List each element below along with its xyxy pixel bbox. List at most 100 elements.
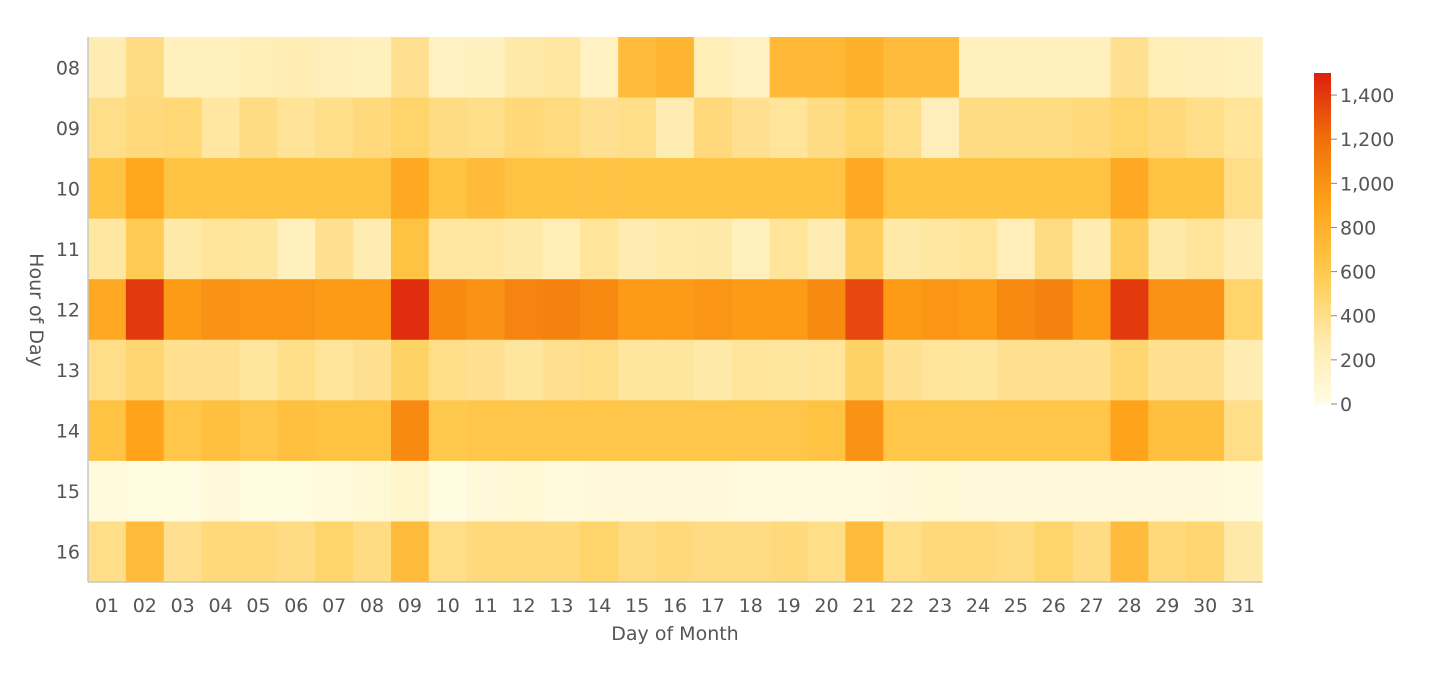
x-tick-label: 06 <box>284 595 308 617</box>
colorbar-tick-label: 0 <box>1340 394 1352 416</box>
heatmap-cell <box>959 97 998 159</box>
heatmap-cell <box>845 521 884 583</box>
heatmap-cell <box>769 37 809 99</box>
heatmap-cell <box>1148 158 1187 220</box>
x-tick-label: 08 <box>360 595 384 617</box>
heatmap-cell <box>618 339 657 401</box>
heatmap-cell <box>656 460 695 523</box>
heatmap-cell <box>656 339 695 401</box>
heatmap-cell <box>618 97 657 159</box>
heatmap-cell <box>959 279 998 341</box>
heatmap-cell <box>883 97 922 159</box>
heatmap-cell <box>921 521 960 583</box>
heatmap-cell <box>996 97 1036 159</box>
heatmap-cell <box>428 400 468 462</box>
colorbar-ticks: 0 200 400 600 800 1,000 1,200 1,400 <box>1331 85 1394 416</box>
heatmap-cell <box>656 279 695 341</box>
heatmap-cell <box>163 218 203 280</box>
heatmap-cell <box>1072 339 1112 401</box>
heatmap-cell <box>580 400 619 462</box>
heatmap-cell <box>542 460 581 523</box>
heatmap-cell <box>921 37 960 99</box>
colorbar-tick-label: 800 <box>1340 217 1376 239</box>
heatmap-cell <box>1186 37 1225 99</box>
heatmap-cell <box>390 158 430 220</box>
heatmap-cell <box>845 339 884 401</box>
heatmap-cell <box>1072 97 1112 159</box>
heatmap-cell <box>277 158 316 220</box>
heatmap-cell <box>201 400 241 462</box>
heatmap-cell <box>239 97 278 159</box>
heatmap-cell <box>807 218 847 280</box>
heatmap-cell <box>466 158 506 220</box>
heatmap-cell <box>618 521 657 583</box>
y-axis-title: Hour of Day <box>25 253 47 367</box>
x-tick-label: 26 <box>1042 595 1066 617</box>
heatmap-cell <box>996 521 1036 583</box>
heatmap-cell <box>428 279 468 341</box>
heatmap-cell <box>769 400 809 462</box>
heatmap-cell <box>201 279 241 341</box>
heatmap-cell <box>1186 400 1225 462</box>
heatmap-cell <box>1186 218 1225 280</box>
heatmap-cell <box>731 460 771 523</box>
heatmap-cell <box>731 218 771 280</box>
heatmap-cell <box>353 339 392 401</box>
heatmap-cell <box>1224 37 1263 99</box>
heatmap-cell <box>693 339 733 401</box>
heatmap-cell <box>921 460 960 523</box>
x-tick-label: 30 <box>1193 595 1217 617</box>
heatmap-cell <box>390 37 430 99</box>
heatmap-cell <box>959 521 998 583</box>
heatmap-cell <box>580 37 619 99</box>
heatmap-cell <box>201 37 241 99</box>
heatmap-cell <box>1072 218 1112 280</box>
heatmap-cell <box>656 400 695 462</box>
heatmap-cell <box>921 97 960 159</box>
heatmap-cell <box>845 37 884 99</box>
y-tick-label: 10 <box>56 178 80 200</box>
heatmap-cell <box>428 158 468 220</box>
heatmap-cells <box>88 37 1263 583</box>
heatmap-cell <box>580 279 619 341</box>
heatmap-cell <box>1224 400 1263 462</box>
heatmap-cell <box>201 218 241 280</box>
heatmap-cell <box>618 279 657 341</box>
y-tick-label: 14 <box>56 421 80 443</box>
heatmap-cell <box>504 158 544 220</box>
heatmap-cell <box>1186 460 1225 523</box>
heatmap-cell <box>315 218 354 280</box>
heatmap-cell <box>277 521 316 583</box>
heatmap-cell <box>1186 279 1225 341</box>
heatmap-cell <box>428 37 468 99</box>
x-tick-label: 24 <box>966 595 990 617</box>
heatmap-cell <box>845 460 884 523</box>
heatmap-cell <box>1072 37 1112 99</box>
heatmap-cell <box>504 37 544 99</box>
heatmap-cell <box>1034 521 1074 583</box>
x-axis-title: Day of Month <box>611 623 738 645</box>
heatmap-cell <box>1034 97 1074 159</box>
heatmap-cell <box>466 400 506 462</box>
heatmap-cell <box>163 460 203 523</box>
heatmap-cell <box>315 460 354 523</box>
y-tick-label: 15 <box>56 481 80 503</box>
heatmap-cell <box>1034 158 1074 220</box>
heatmap-cell <box>731 97 771 159</box>
heatmap-cell <box>353 37 392 99</box>
heatmap-cell <box>542 37 581 99</box>
heatmap-cell <box>125 97 165 159</box>
colorbar <box>1314 73 1331 404</box>
heatmap-cell <box>1110 218 1149 280</box>
y-tick-label: 11 <box>56 239 80 261</box>
x-tick-label: 31 <box>1231 595 1255 617</box>
heatmap-cell <box>845 218 884 280</box>
heatmap-cell <box>504 97 544 159</box>
heatmap-cell <box>693 97 733 159</box>
heatmap-cell <box>1072 400 1112 462</box>
heatmap-cell <box>618 218 657 280</box>
heatmap-cell <box>353 158 392 220</box>
x-tick-label: 23 <box>928 595 952 617</box>
